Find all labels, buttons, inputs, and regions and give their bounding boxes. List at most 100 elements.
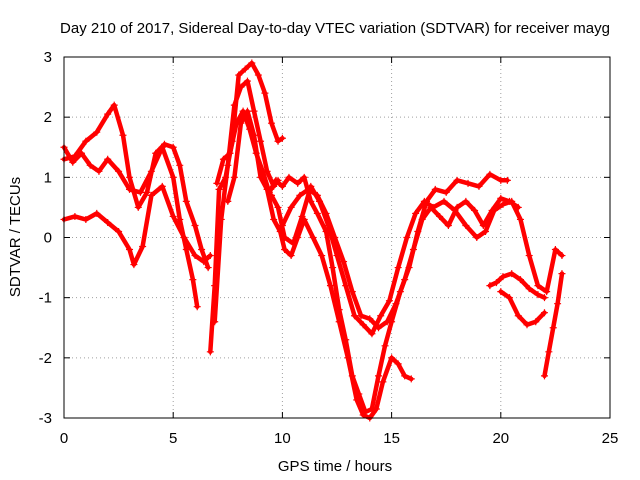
data-point	[534, 291, 542, 299]
data-point	[497, 288, 505, 296]
data-point	[147, 191, 155, 199]
data-point	[136, 188, 144, 196]
data-point	[516, 215, 524, 223]
y-tick-label: 0	[44, 230, 52, 247]
data-point	[110, 101, 118, 109]
data-point	[499, 273, 507, 281]
data-point	[482, 227, 490, 235]
data-point	[523, 321, 531, 329]
data-point	[366, 315, 374, 323]
data-point	[158, 143, 166, 151]
data-point	[540, 372, 548, 380]
data-point	[176, 161, 184, 169]
y-tick-labels: -3 -2 -1 0 1 2 3	[39, 49, 52, 427]
data-point	[506, 197, 514, 205]
data-point	[499, 200, 507, 208]
data-point	[462, 197, 470, 205]
data-point	[388, 354, 396, 362]
data-point	[401, 372, 409, 380]
data-point	[294, 179, 302, 187]
data-point	[475, 182, 483, 190]
data-point	[409, 246, 417, 254]
x-tick-label: 15	[383, 430, 400, 447]
data-point	[289, 240, 297, 248]
y-tick-label: 1	[44, 169, 52, 186]
data-point	[383, 318, 391, 326]
data-point	[143, 188, 151, 196]
series-trace-i	[280, 187, 521, 331]
data-point	[427, 203, 435, 211]
data-point	[126, 185, 134, 193]
data-point	[554, 300, 562, 308]
data-point	[200, 258, 208, 266]
data-point	[412, 209, 420, 217]
data-point	[226, 149, 234, 157]
data-point	[126, 173, 134, 181]
y-tick-label: 2	[44, 109, 52, 126]
data-point	[394, 360, 402, 368]
data-point	[86, 161, 94, 169]
data-point	[374, 324, 382, 332]
data-point	[217, 215, 225, 223]
data-point	[191, 221, 199, 229]
data-point	[206, 252, 214, 260]
data-point	[180, 234, 188, 241]
data-point	[335, 318, 343, 326]
data-point	[436, 212, 444, 220]
data-point	[267, 119, 275, 127]
data-point	[545, 348, 553, 356]
data-point	[340, 258, 348, 266]
data-point	[329, 264, 337, 272]
data-point	[300, 173, 308, 181]
data-point	[420, 197, 428, 205]
data-point	[130, 261, 138, 269]
x-tick-label: 25	[602, 430, 619, 447]
data-point	[549, 324, 557, 332]
data-point	[287, 252, 295, 260]
data-point	[278, 134, 286, 142]
data-point	[93, 128, 101, 136]
y-axis-label: SDTVAR / TECUs	[7, 177, 24, 297]
data-point	[357, 312, 365, 320]
data-point	[508, 270, 516, 278]
data-point	[254, 71, 262, 79]
series-trace-c	[61, 184, 213, 267]
data-point	[270, 215, 278, 223]
data-point	[534, 282, 542, 290]
data-point	[331, 234, 339, 241]
data-point	[274, 137, 282, 145]
data-point	[540, 309, 548, 317]
data-point	[115, 227, 123, 235]
data-point	[453, 176, 461, 184]
y-tick-label: 3	[44, 49, 52, 66]
data-point	[488, 206, 496, 214]
series-trace-k	[498, 289, 547, 327]
data-point	[442, 188, 450, 196]
data-point	[462, 221, 470, 229]
data-point	[211, 318, 219, 326]
data-point	[243, 107, 251, 115]
data-point	[250, 131, 258, 139]
data-point	[486, 282, 494, 290]
x-tick-label: 5	[169, 430, 177, 447]
data-point	[119, 131, 127, 139]
data-point	[198, 246, 206, 254]
y-tick-label: -3	[39, 410, 52, 427]
data-point	[272, 176, 280, 184]
data-point	[344, 354, 352, 362]
data-point	[525, 285, 533, 293]
data-point	[237, 83, 245, 91]
data-point	[418, 215, 426, 223]
data-point	[191, 252, 199, 260]
data-point	[182, 246, 190, 254]
data-point	[486, 170, 494, 178]
data-point	[368, 330, 376, 338]
data-point	[237, 119, 245, 127]
y-tick-label: -2	[39, 350, 52, 367]
data-point	[219, 155, 227, 163]
data-point	[348, 288, 356, 296]
data-point	[558, 270, 566, 278]
data-point	[169, 173, 177, 181]
data-point	[93, 209, 101, 217]
